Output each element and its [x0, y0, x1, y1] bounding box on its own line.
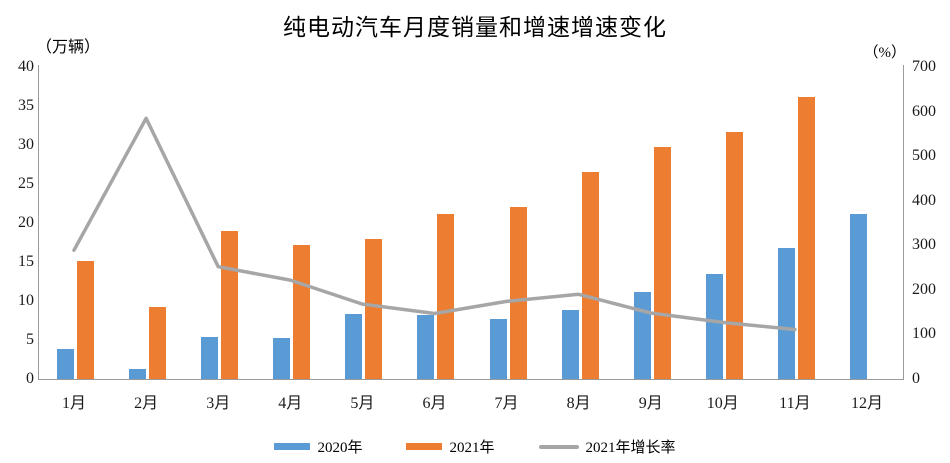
- x-axis-category-label: 5月: [350, 395, 375, 412]
- right-axis-unit-label: （%）: [863, 45, 907, 61]
- x-axis-category-label: 6月: [422, 395, 447, 412]
- bar-2020年: [777, 247, 795, 379]
- legend-swatch-2021: [406, 443, 443, 450]
- right-axis-tick-label: 100: [912, 325, 936, 343]
- bar-2020年: [57, 348, 75, 379]
- legend-label-2021: 2021年: [449, 440, 495, 456]
- bar-2021年: [149, 307, 167, 379]
- bar-2021年: [797, 96, 815, 379]
- bar-2021年: [365, 239, 383, 379]
- right-axis-tick-label: 500: [912, 147, 936, 165]
- bar-2020年: [345, 314, 363, 379]
- x-axis-category-label: 9月: [638, 395, 663, 412]
- left-axis-unit-label: （万辆）: [36, 39, 101, 56]
- chart-title: 纯电动汽车月度销量和增速增速变化: [283, 15, 667, 40]
- x-axis-category-label: 11月: [779, 395, 811, 412]
- chart-legend: 2020年 2021年 2021年增长率: [0, 436, 950, 457]
- bar-2020年: [849, 213, 867, 379]
- bar-2020年: [129, 368, 147, 379]
- legend-item-2020: 2020年: [274, 436, 362, 457]
- left-axis-tick-label: 30: [18, 136, 34, 153]
- right-axis-tick-label: 200: [912, 280, 936, 298]
- legend-swatch-2020: [274, 443, 311, 450]
- legend-label-2020: 2020年: [317, 440, 363, 456]
- bar-2020年: [705, 274, 723, 379]
- legend-label-growth-rate: 2021年增长率: [585, 440, 676, 456]
- left-axis-tick-label: 10: [18, 292, 34, 309]
- bar-2020年: [633, 291, 651, 379]
- right-axis-line: [903, 65, 904, 379]
- right-axis-tick-label: 700: [912, 58, 936, 75]
- legend-swatch-growth-rate: [538, 444, 579, 449]
- x-axis-category-label: 4月: [278, 395, 303, 412]
- bar-2021年: [437, 214, 455, 379]
- bar-2021年: [77, 261, 95, 379]
- right-axis-tick-label: 0: [912, 370, 920, 387]
- left-axis-tick-label: 25: [18, 175, 34, 192]
- left-axis-tick-label: 15: [18, 253, 34, 270]
- x-axis-category-label: 8月: [566, 395, 591, 412]
- x-axis-category-label: 3月: [206, 395, 231, 412]
- x-axis-category-label: 7月: [494, 395, 519, 412]
- bar-2020年: [489, 318, 507, 379]
- left-axis-line: [38, 65, 39, 379]
- x-axis-category-label: 1月: [62, 395, 87, 412]
- legend-item-2021: 2021年: [406, 436, 495, 457]
- left-axis-tick-label: 0: [26, 370, 34, 387]
- bar-2021年: [725, 131, 743, 379]
- left-axis-tick-label: 5: [26, 331, 34, 348]
- growth-rate-polyline: [72, 116, 797, 332]
- x-axis-category-label: 2月: [134, 395, 159, 412]
- bar-2020年: [273, 338, 291, 379]
- bar-2020年: [201, 336, 219, 379]
- right-axis-tick-label: 400: [912, 191, 936, 209]
- left-axis-tick-label: 35: [18, 97, 34, 114]
- bar-2021年: [509, 206, 527, 379]
- bar-2020年: [561, 310, 579, 379]
- right-axis-tick-label: 600: [912, 102, 936, 120]
- left-axis-tick-label: 40: [18, 58, 34, 75]
- bar-2020年: [417, 315, 435, 379]
- left-axis-tick-label: 20: [18, 214, 34, 231]
- bar-2021年: [293, 244, 311, 379]
- right-axis-tick-label: 300: [912, 236, 936, 254]
- x-axis-line: [38, 379, 904, 380]
- x-axis-category-label: 10月: [706, 395, 739, 412]
- bar-2021年: [221, 230, 239, 379]
- bar-2021年: [653, 146, 671, 379]
- bar-2021年: [581, 172, 599, 379]
- x-axis-category-label: 12月: [850, 395, 883, 412]
- legend-item-growth-rate: 2021年增长率: [538, 436, 676, 457]
